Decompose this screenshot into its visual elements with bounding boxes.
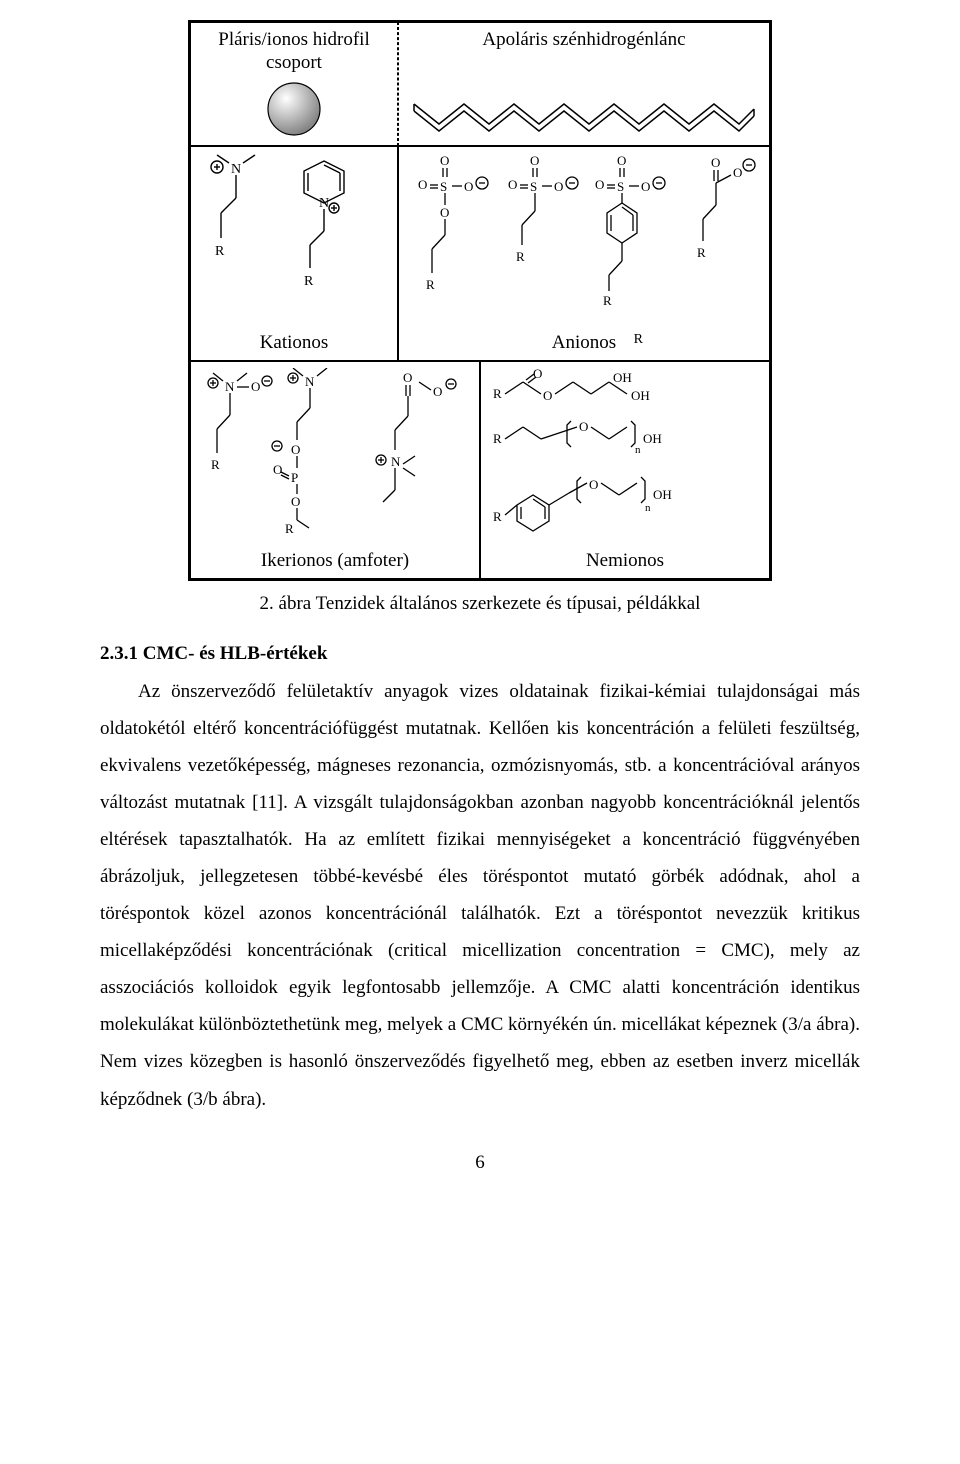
svg-text:O: O <box>508 177 517 192</box>
svg-text:O: O <box>641 179 650 194</box>
label-cationic: Kationos <box>260 332 329 354</box>
figure-cell-top-right: Apoláris szénhidrogénlánc <box>398 22 770 146</box>
svg-text:R: R <box>697 245 706 260</box>
svg-text:O: O <box>530 153 539 168</box>
label-r-bottom: R <box>634 332 643 348</box>
svg-text:S: S <box>440 179 447 194</box>
svg-text:O: O <box>579 419 588 434</box>
svg-text:O: O <box>440 205 449 220</box>
svg-text:O: O <box>543 388 552 403</box>
label-apolar-chain: Apoláris szénhidrogénlánc <box>482 29 685 52</box>
svg-text:R: R <box>215 244 225 259</box>
svg-text:O: O <box>464 179 473 194</box>
svg-text:N: N <box>305 374 315 389</box>
svg-text:N: N <box>391 454 401 469</box>
svg-text:R: R <box>603 293 612 308</box>
svg-text:R: R <box>426 277 435 292</box>
svg-text:R: R <box>493 431 502 446</box>
nonionic-structures-icon: R O O OH OH <box>488 368 763 533</box>
label-anionic: Anionos <box>552 332 616 353</box>
svg-text:O: O <box>291 442 300 457</box>
svg-text:N: N <box>231 162 241 177</box>
svg-text:O: O <box>533 368 542 381</box>
anionic-structures-icon: O O S O O <box>404 153 764 313</box>
svg-text:O: O <box>251 379 260 394</box>
label-polar-group: Pláris/ionos hidrofil csoport <box>197 29 391 75</box>
svg-text:R: R <box>304 274 314 289</box>
figure-cell-cationic: N R N <box>190 146 398 361</box>
svg-text:O: O <box>711 155 720 170</box>
svg-text:OH: OH <box>631 388 650 403</box>
page: Pláris/ionos hidrofil csoport Apoláris s… <box>0 0 960 1214</box>
svg-text:O: O <box>440 153 449 168</box>
svg-text:OH: OH <box>653 487 672 502</box>
figure-cell-top-left: Pláris/ionos hidrofil csoport <box>190 22 398 146</box>
svg-text:O: O <box>418 177 427 192</box>
sphere-head-icon <box>264 79 324 139</box>
figure-container: Pláris/ionos hidrofil csoport Apoláris s… <box>188 20 772 581</box>
page-number: 6 <box>100 1152 860 1174</box>
label-nonionic: Nemionos <box>586 550 664 572</box>
svg-text:S: S <box>617 179 624 194</box>
svg-text:O: O <box>291 494 300 509</box>
svg-text:R: R <box>493 386 502 401</box>
svg-text:O: O <box>273 462 282 477</box>
figure-cell-nonionic: R O O OH OH <box>480 361 770 579</box>
figure-caption: 2. ábra Tenzidek általános szerkezete és… <box>100 593 860 615</box>
svg-text:OH: OH <box>613 370 632 385</box>
svg-text:R: R <box>493 509 502 524</box>
svg-text:n: n <box>635 444 641 456</box>
svg-text:R: R <box>516 249 525 264</box>
svg-text:N: N <box>225 379 235 394</box>
svg-text:O: O <box>595 177 604 192</box>
svg-text:O: O <box>433 384 442 399</box>
svg-text:O: O <box>589 477 598 492</box>
figure-cell-zwitterionic: N O R <box>190 361 480 579</box>
section-heading: 2.3.1 CMC- és HLB-értékek <box>100 643 860 665</box>
figure-row-top: Pláris/ionos hidrofil csoport Apoláris s… <box>190 22 770 146</box>
svg-text:R: R <box>285 521 294 533</box>
svg-text:O: O <box>617 153 626 168</box>
svg-text:OH: OH <box>643 431 662 446</box>
svg-text:O: O <box>403 370 412 385</box>
figure-cell-anionic: O O S O O <box>398 146 770 361</box>
figure-row-mid: N R N <box>190 146 770 361</box>
svg-text:n: n <box>645 502 651 514</box>
svg-text:R: R <box>211 457 220 472</box>
cationic-structures-icon: N R N <box>199 153 389 313</box>
svg-text:O: O <box>733 165 742 180</box>
svg-text:S: S <box>530 179 537 194</box>
label-zwitterionic: Ikerionos (amfoter) <box>261 550 409 572</box>
svg-text:P: P <box>291 470 298 485</box>
figure-row-bot: N O R <box>190 361 770 579</box>
zigzag-tail-icon <box>409 89 759 139</box>
body-paragraph: Az önszerveződő felületaktív anyagok viz… <box>100 673 860 1118</box>
svg-text:N: N <box>319 196 329 211</box>
svg-text:O: O <box>554 179 563 194</box>
zwitterionic-structures-icon: N O R <box>198 368 473 533</box>
